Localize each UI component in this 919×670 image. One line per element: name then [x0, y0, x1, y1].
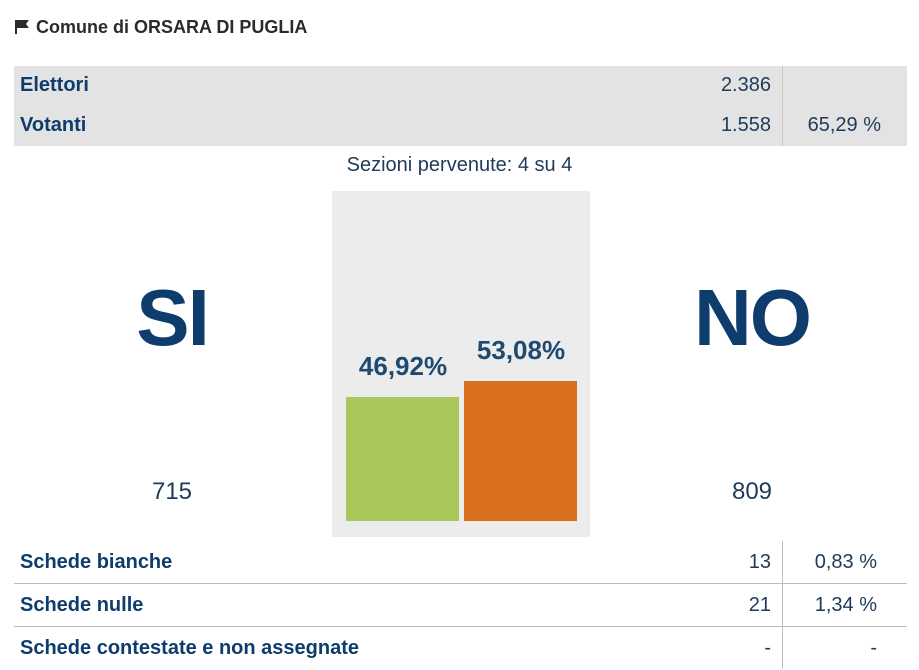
- sezioni-pervenute: Sezioni pervenute: 4 su 4: [346, 154, 573, 176]
- schede-value: 21: [748, 594, 771, 616]
- schede-row: Schede bianche 13 0,83 %: [14, 541, 907, 584]
- schede-table: Schede bianche 13 0,83 % Schede nulle 21…: [14, 541, 907, 669]
- page-title: Comune di ORSARA DI PUGLIA: [36, 16, 308, 37]
- no-pct-label: 53,08%: [476, 335, 566, 365]
- si-votes: 715: [151, 478, 193, 505]
- elettori-row: Elettori 2.386: [14, 66, 907, 106]
- no-bar: [464, 381, 577, 521]
- no-votes: 809: [731, 478, 773, 505]
- column-divider: [782, 66, 783, 146]
- no-label: NO: [694, 273, 812, 362]
- schede-value: -: [764, 637, 771, 659]
- schede-pct: 0,83 %: [814, 551, 877, 573]
- votanti-label: Votanti: [20, 114, 87, 136]
- schede-label: Schede bianche: [20, 551, 173, 573]
- si-label: SI: [136, 273, 210, 362]
- votanti-value: 1.558: [720, 114, 771, 136]
- votanti-row: Votanti 1.558 65,29 %: [14, 106, 907, 146]
- summary-table: Elettori 2.386 Votanti 1.558 65,29 %: [14, 66, 907, 146]
- schede-label: Schede contestate e non assegnate: [20, 637, 360, 659]
- schede-row: Schede nulle 21 1,34 %: [14, 584, 907, 627]
- schede-row: Schede contestate e non assegnate - -: [14, 627, 907, 669]
- schede-pct: -: [870, 637, 877, 659]
- si-pct-label: 46,92%: [358, 351, 448, 382]
- column-divider: [782, 541, 783, 669]
- flag-icon: [14, 19, 30, 35]
- votanti-pct: 65,29 %: [807, 114, 881, 136]
- schede-pct: 1,34 %: [814, 594, 877, 616]
- elettori-label: Elettori: [20, 74, 89, 96]
- si-bar: [346, 397, 459, 521]
- elettori-value: 2.386: [720, 74, 771, 96]
- results-chart: 46,92% 53,08%: [332, 191, 590, 537]
- schede-value: 13: [748, 551, 771, 573]
- page-header: Comune di ORSARA DI PUGLIA: [14, 14, 307, 40]
- schede-label: Schede nulle: [20, 594, 144, 616]
